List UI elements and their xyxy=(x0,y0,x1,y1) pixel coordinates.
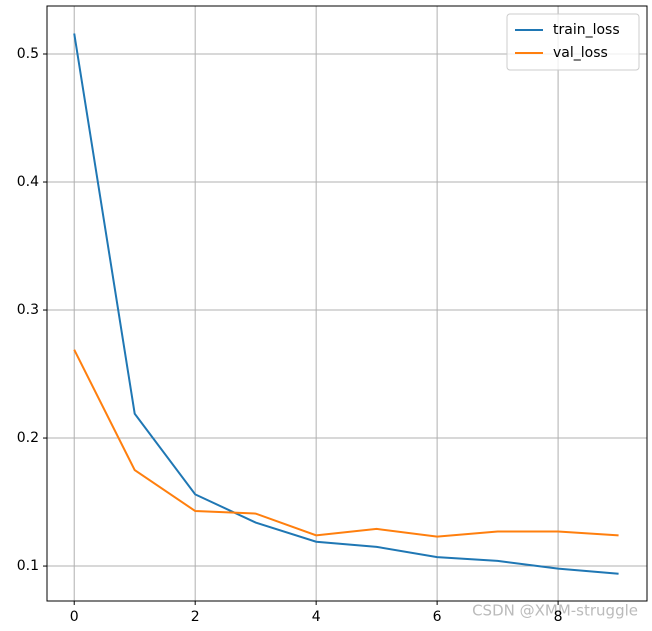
legend-box xyxy=(506,13,640,71)
x-tick-label: 6 xyxy=(433,609,442,625)
y-tick-label: 0.4 xyxy=(17,174,39,190)
x-tick-label: 8 xyxy=(554,609,563,625)
plot-frame xyxy=(46,5,648,602)
line xyxy=(73,33,619,575)
y-tick-label: 0.1 xyxy=(17,558,39,574)
line xyxy=(73,349,619,538)
x-tick-label: 0 xyxy=(70,609,79,625)
legend: train_loss val_loss xyxy=(506,13,640,71)
y-tick-label: 0.2 xyxy=(17,430,39,446)
y-tick-label: 0.5 xyxy=(17,46,39,62)
x-tick-label: 2 xyxy=(191,609,200,625)
legend-label: val_loss xyxy=(553,45,608,61)
y-tick-label: 0.3 xyxy=(17,302,39,318)
x-tick-label: 4 xyxy=(312,609,321,625)
watermark: CSDN @XMM-struggle xyxy=(472,602,638,620)
legend-label: train_loss xyxy=(553,22,620,38)
